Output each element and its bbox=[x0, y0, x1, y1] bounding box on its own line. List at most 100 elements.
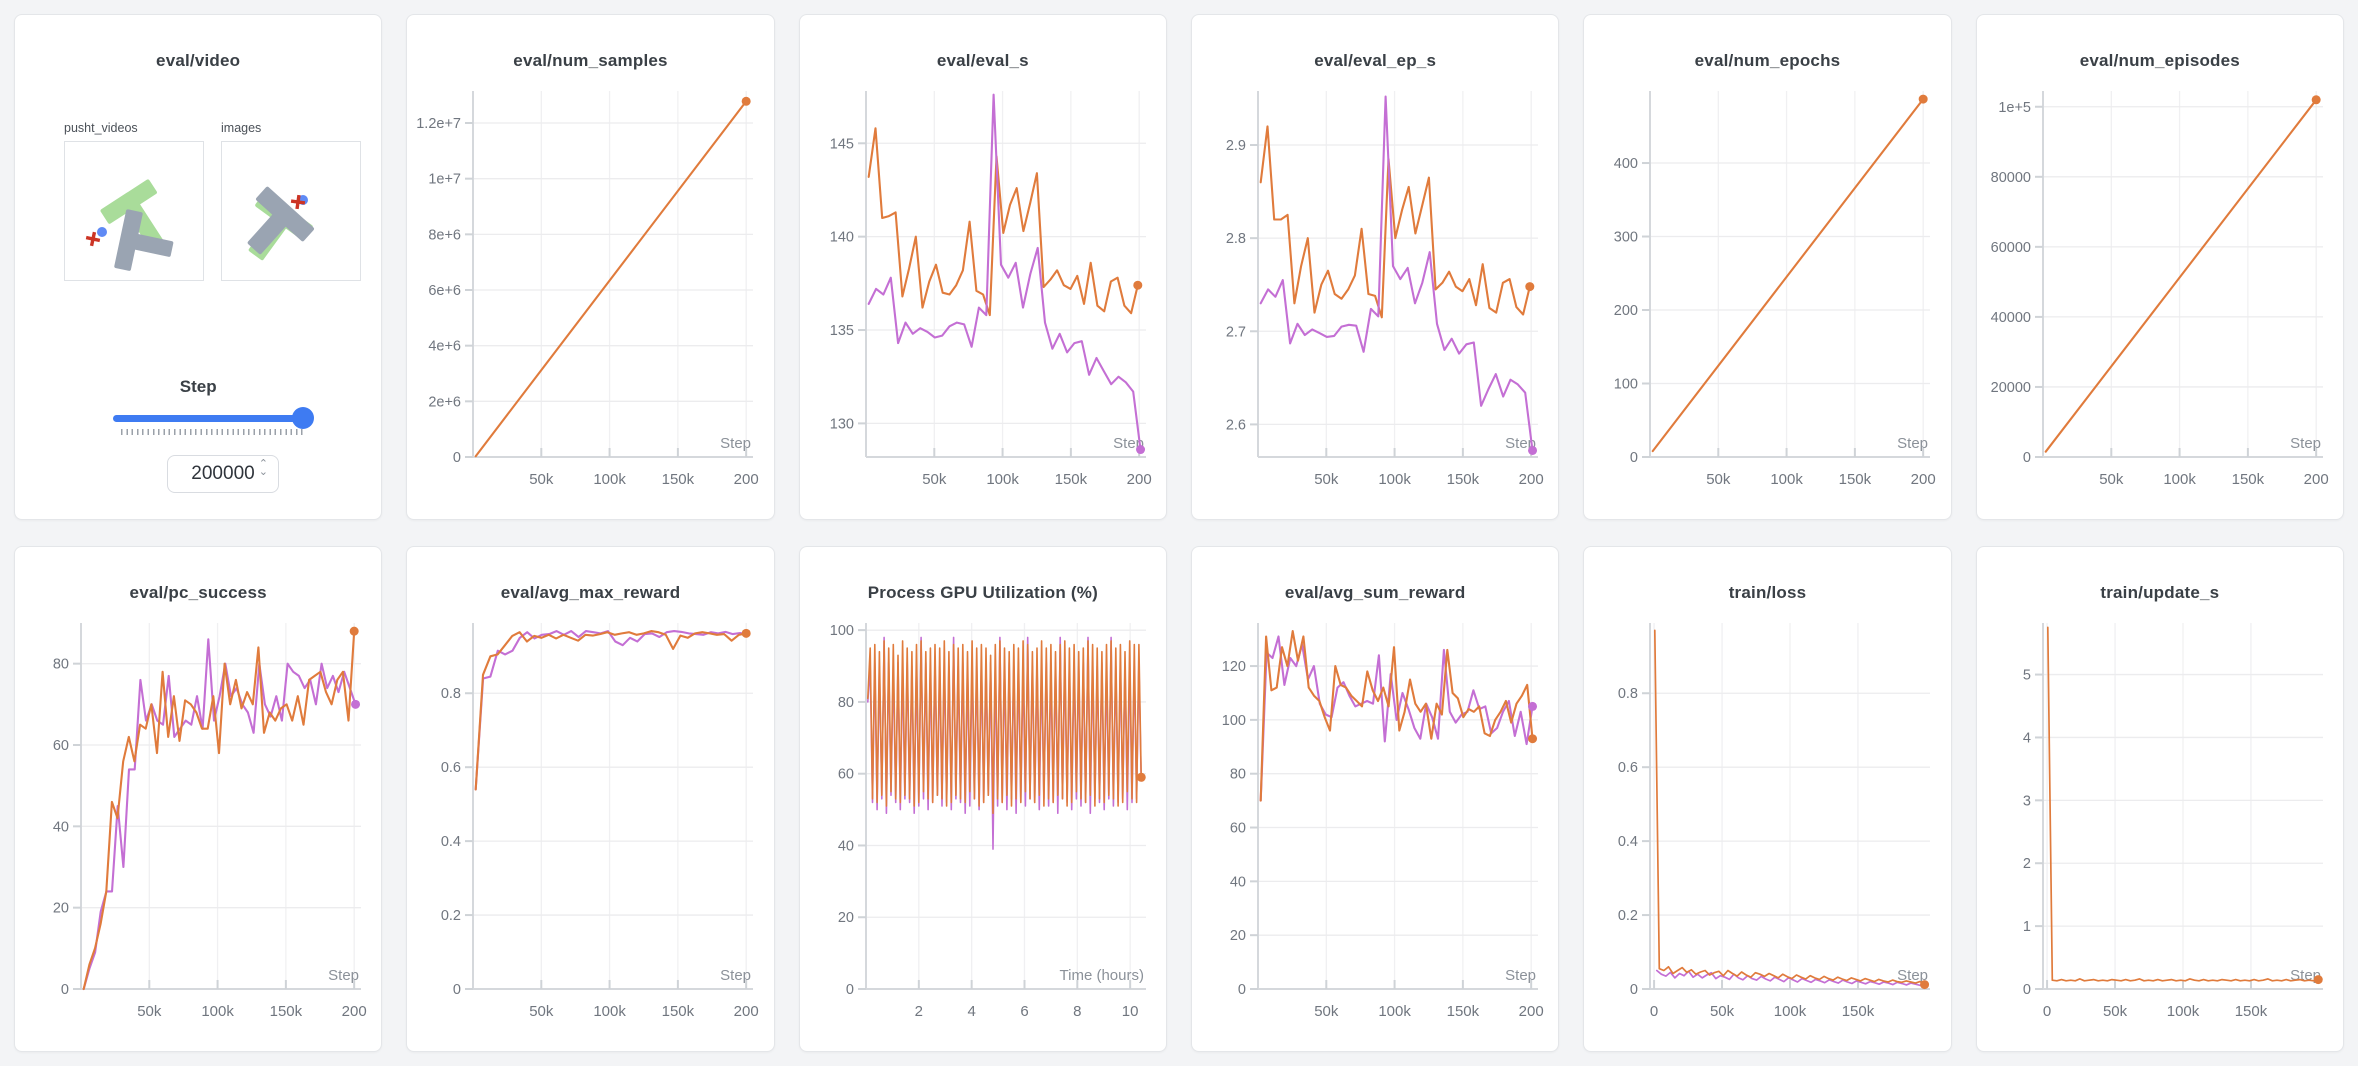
chart-canvas[interactable]: 50k 100k 150k 200 0 20 40 60 80 100 120 Step bbox=[1196, 609, 1554, 1039]
chart-title: eval/eval_ep_s bbox=[1314, 51, 1437, 70]
stepper-arrows[interactable]: ⌃ ⌄ bbox=[258, 458, 268, 478]
x-tick-label: 150k bbox=[1447, 471, 1480, 488]
x-axis-label: Step bbox=[1898, 967, 1929, 984]
step-up-icon[interactable]: ⌃ bbox=[258, 458, 268, 470]
step-slider-label: Step bbox=[179, 377, 217, 396]
y-tick-label: 1e+7 bbox=[429, 172, 462, 188]
x-tick-label: 200 bbox=[1911, 471, 1936, 488]
series-end-dot bbox=[2313, 975, 2323, 985]
panel-eval-video: eval/video pusht_videos images bbox=[14, 14, 383, 520]
x-tick-label: 2 bbox=[914, 1003, 922, 1020]
series-end-dot bbox=[351, 699, 361, 709]
y-tick-label: 2.9 bbox=[1226, 138, 1246, 154]
x-tick-label: 10 bbox=[1122, 1003, 1139, 1020]
y-tick-label: 60 bbox=[838, 767, 854, 783]
chart-canvas[interactable]: 50k 100k 150k 200 0 0.2 0.4 0.6 0.8 Step bbox=[411, 609, 769, 1039]
x-tick-label: 200 bbox=[1126, 471, 1151, 488]
series-end-dot bbox=[1525, 282, 1535, 292]
step-down-icon[interactable]: ⌄ bbox=[258, 466, 268, 478]
chart-canvas[interactable]: 50k 100k 150k 200 2.6 2.7 2.8 2.9 Step bbox=[1196, 77, 1554, 507]
y-tick-label: 0.8 bbox=[1618, 686, 1638, 702]
images-frame bbox=[247, 186, 314, 261]
series-end-dot bbox=[1919, 94, 1929, 104]
x-axis-label: Step bbox=[721, 435, 752, 452]
series-line-orange-run bbox=[82, 630, 356, 991]
series-line-purple-run bbox=[82, 638, 357, 991]
x-tick-label: 100k bbox=[201, 1003, 234, 1020]
step-slider-track[interactable] bbox=[113, 415, 313, 422]
chart-title: eval/avg_max_reward bbox=[500, 583, 681, 602]
series-line-orange-run bbox=[1259, 125, 1532, 319]
chart-canvas[interactable]: 50k 100k 150k 200 0 20000 40000 60000 80000 1e+5 S… bbox=[1981, 77, 2339, 507]
x-tick-label: 150k bbox=[2231, 471, 2264, 488]
series-end-dot bbox=[349, 626, 359, 636]
y-tick-label: 1.2e+7 bbox=[417, 116, 462, 132]
gray-t-shape bbox=[114, 209, 174, 271]
y-tick-label: 60 bbox=[1230, 821, 1246, 837]
chart-canvas[interactable]: 50k 100k 150k 200 130 135 140 145 Step bbox=[804, 77, 1162, 507]
y-tick-label: 60 bbox=[53, 738, 69, 754]
chart-title: Process GPU Utilization (%) bbox=[867, 583, 1098, 602]
chart-panel: train/loss 0 50k 100k 150k 0 0.2 0.4 0.6 0.8 Step bbox=[1583, 546, 1952, 1052]
x-tick-label: 200 bbox=[734, 471, 759, 488]
y-tick-label: 1 bbox=[2023, 919, 2031, 935]
x-tick-label: 150k bbox=[1842, 1003, 1875, 1020]
series-end-dot bbox=[1528, 701, 1538, 711]
step-slider-thumb[interactable] bbox=[292, 407, 314, 429]
chart-canvas[interactable]: 50k 100k 150k 200 0 100 200 300 400 Step bbox=[1588, 77, 1946, 507]
x-tick-label: 100k bbox=[2167, 1003, 2200, 1020]
y-tick-label: 2 bbox=[2023, 856, 2031, 872]
y-tick-label: 0.8 bbox=[441, 686, 461, 702]
y-tick-label: 80 bbox=[53, 657, 69, 673]
images-thumbnail[interactable] bbox=[221, 141, 361, 281]
x-tick-label: 100k bbox=[1771, 471, 1804, 488]
chart-title: eval/num_samples bbox=[513, 51, 668, 70]
pusht-video-thumbnail[interactable] bbox=[64, 141, 204, 281]
step-input[interactable] bbox=[168, 456, 278, 492]
y-tick-label: 20000 bbox=[1991, 380, 2031, 396]
y-tick-label: 60000 bbox=[1991, 240, 2031, 256]
y-tick-label: 80 bbox=[838, 695, 854, 711]
chart-panel: train/update_s 0 50k 100k 150k 0 1 2 3 4 5 Step bbox=[1975, 546, 2344, 1052]
chart-canvas[interactable]: 50k 100k 150k 200 0 2e+6 4e+6 6e+6 8e+6 1e+7 1.2e+… bbox=[411, 77, 769, 507]
y-tick-label: 200 bbox=[1614, 303, 1638, 319]
series-line-purple-run bbox=[867, 93, 1142, 451]
x-tick-label: 100k bbox=[594, 1003, 627, 1020]
y-tick-label: 140 bbox=[830, 230, 854, 246]
x-tick-label: 50k bbox=[530, 1003, 555, 1020]
series-end-dot bbox=[742, 628, 752, 638]
x-tick-label: 50k bbox=[530, 471, 555, 488]
y-tick-label: 100 bbox=[1222, 713, 1246, 729]
chart-panel: eval/avg_max_reward 50k 100k 150k 200 0 0.2 0.4… bbox=[406, 546, 775, 1052]
y-tick-label: 0 bbox=[846, 982, 854, 998]
x-tick-label: 50k bbox=[1707, 471, 1732, 488]
x-axis-label: Step bbox=[2290, 435, 2321, 452]
x-axis-label: Step bbox=[1898, 435, 1929, 452]
series-line-purple-run bbox=[1259, 95, 1534, 452]
x-tick-label: 150k bbox=[1839, 471, 1872, 488]
series-line-orange-run bbox=[866, 640, 1142, 814]
series-line-purple-run bbox=[1259, 635, 1534, 802]
chart-title: eval/num_episodes bbox=[2079, 51, 2240, 70]
x-tick-label: 150k bbox=[662, 471, 695, 488]
x-tick-label: 200 bbox=[1519, 1003, 1544, 1020]
series-end-dot bbox=[1133, 280, 1143, 290]
series-end-dot bbox=[1136, 772, 1146, 782]
y-tick-label: 0.4 bbox=[441, 834, 461, 850]
x-tick-label: 100k bbox=[1378, 1003, 1411, 1020]
x-tick-label: 0 bbox=[1650, 1003, 1658, 1020]
y-tick-label: 120 bbox=[1222, 659, 1246, 675]
y-tick-label: 80000 bbox=[1991, 170, 2031, 186]
chart-title: eval/eval_s bbox=[936, 51, 1029, 70]
y-tick-label: 135 bbox=[830, 323, 854, 339]
series-line-orange-run bbox=[475, 100, 748, 458]
slider-tick-ruler bbox=[121, 429, 305, 435]
chart-canvas[interactable]: 50k 100k 150k 200 0 20 40 60 80 Step bbox=[19, 609, 377, 1039]
y-tick-label: 80 bbox=[1230, 767, 1246, 783]
y-tick-label: 0 bbox=[2023, 450, 2031, 466]
chart-canvas[interactable]: 0 50k 100k 150k 0 0.2 0.4 0.6 0.8 Step bbox=[1588, 609, 1946, 1039]
chart-title: train/update_s bbox=[2100, 583, 2220, 602]
y-tick-label: 2.6 bbox=[1226, 417, 1246, 433]
